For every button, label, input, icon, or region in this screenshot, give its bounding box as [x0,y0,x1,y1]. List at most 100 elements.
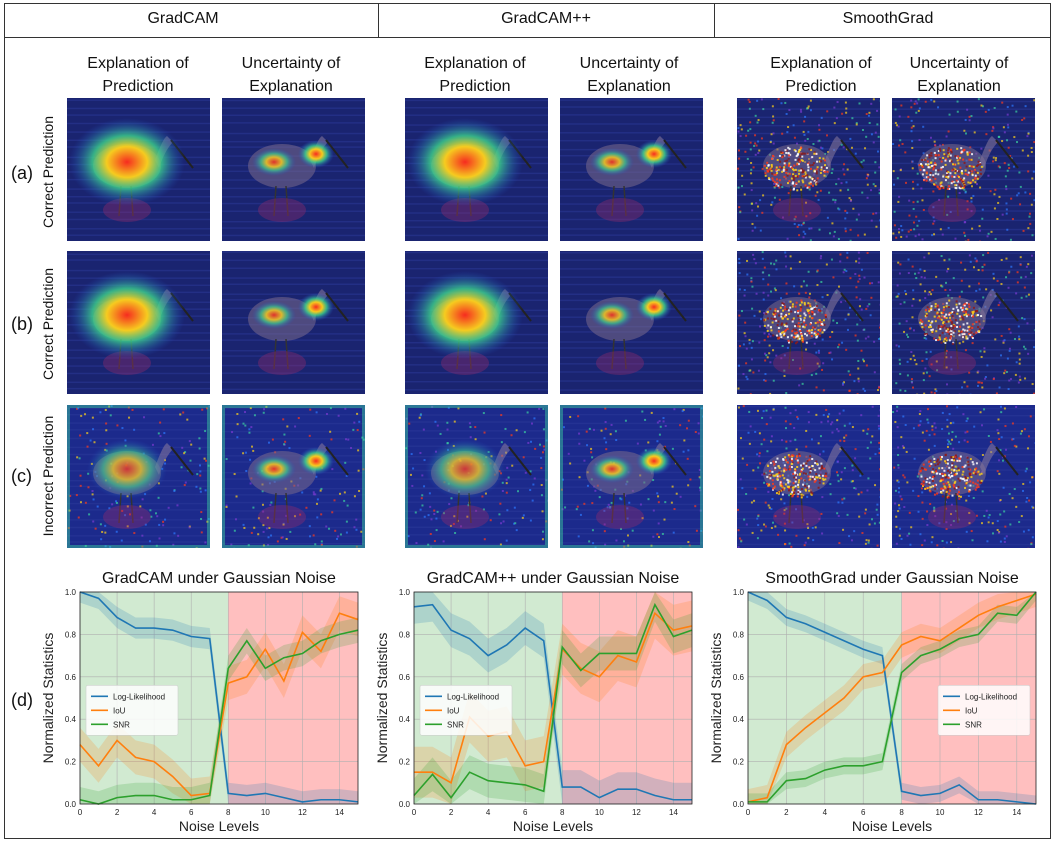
noise-pixel [784,255,787,258]
water-streak [222,494,365,496]
saliency-pixel [971,174,974,177]
noise-pixel [992,532,995,535]
noise-pixel [831,431,834,434]
noise-pixel [996,217,999,220]
saliency-pixel [801,159,804,162]
noise-pixel [182,411,185,414]
noise-pixel [814,526,817,529]
noise-pixel [908,199,911,202]
saliency-pixel [971,326,974,329]
noise-pixel [109,414,112,417]
noise-pixel [867,335,870,338]
noise-pixel [860,491,863,494]
saliency-pixel [783,467,786,470]
noise-pixel [176,504,179,507]
saliency-pixel [794,158,797,161]
saliency-pixel [804,171,807,174]
noise-pixel [1000,436,1003,439]
noise-pixel [921,517,924,520]
noise-pixel [283,433,286,436]
noise-pixel [624,494,627,497]
noise-pixel [172,543,175,546]
noise-pixel [754,430,757,433]
saliency-pixel [951,180,954,183]
saliency-pixel [809,323,812,326]
noise-pixel [1003,537,1006,540]
water-streak [67,253,210,256]
bird-legs [273,185,289,217]
saliency-pixel [957,333,960,336]
saliency-pixel [809,470,812,473]
confidence-band [414,592,692,804]
noise-pixel [879,468,880,471]
noise-pixel [79,434,82,437]
noise-pixel [843,497,846,500]
saliency-pixel [960,169,963,172]
saliency-pixel [779,306,782,309]
heat-blob [590,455,634,483]
noise-pixel [542,445,545,448]
noise-pixel [860,414,863,417]
noise-pixel [802,230,805,233]
water-streak [737,373,880,375]
noise-pixel [68,509,71,512]
noise-pixel [893,224,896,227]
noise-pixel [1007,163,1010,166]
noise-pixel [760,529,763,532]
saliency-pixel [768,484,771,487]
noise-pixel [434,420,437,423]
saliency-pixel [951,322,954,325]
saliency-pixel [962,470,965,473]
noise-pixel [802,280,805,283]
noise-pixel [248,428,251,431]
noise-pixel [301,491,304,494]
saliency-pixel [804,472,807,475]
noise-pixel [309,535,312,538]
plot-frame [79,591,359,805]
noise-pixel [837,514,840,517]
saliency-pixel [954,155,957,158]
noise-pixel [1011,438,1014,441]
noise-pixel [865,539,868,542]
noise-pixel [773,287,776,290]
noise-pixel [741,457,744,460]
noise-pixel [268,527,271,530]
saliency-pixel [931,470,934,473]
noise-pixel [1000,283,1003,286]
saliency-pixel [787,454,790,457]
saliency-pixel [797,461,800,464]
noise-pixel [927,421,930,424]
noise-pixel [849,239,852,241]
saliency-pixel [972,463,975,466]
noise-pixel [789,440,792,443]
noise-pixel [231,431,234,434]
noise-pixel [1015,110,1018,113]
water-streak [892,371,1035,373]
water-streak [892,284,1035,286]
noise-pixel [688,544,691,547]
noise-pixel [428,492,431,495]
noise-pixel [101,530,104,533]
saliency-pixel [964,302,967,305]
noise-pixel [958,295,961,298]
noise-pixel [781,345,784,348]
saliency-pixel [788,341,791,344]
noise-pixel [816,269,819,272]
noise-pixel [474,426,477,429]
noise-pixel [992,126,995,129]
saliency-pixel [954,473,957,476]
water-streak [560,195,703,197]
noise-pixel [913,359,916,362]
noise-pixel [965,420,968,423]
saliency-pixel [821,466,824,469]
noise-pixel [784,427,787,430]
y-tick-label: 0.0 [65,800,77,809]
noise-pixel [775,259,778,262]
noise-pixel [866,251,869,254]
saliency-pixel [772,460,775,463]
noise-pixel [916,172,919,175]
noise-pixel [845,111,848,114]
saliency-pixel [919,319,922,322]
noise-pixel [964,234,967,237]
noise-pixel [126,525,129,528]
